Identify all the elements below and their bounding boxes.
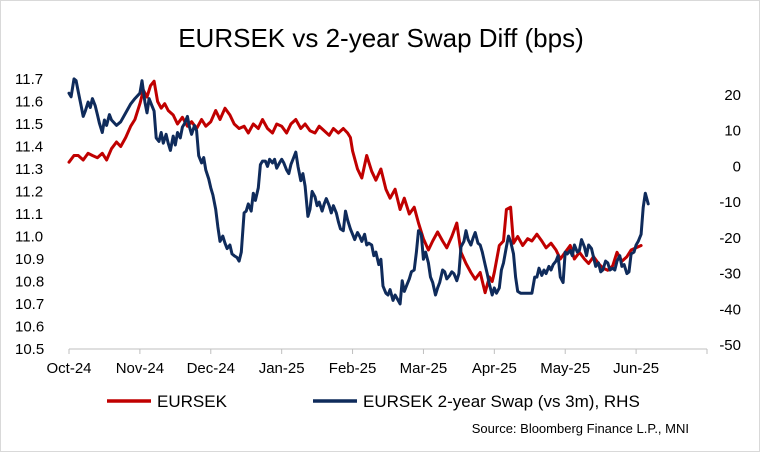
x-tick-label: Feb-25 bbox=[329, 360, 377, 377]
right-tick-label: -30 bbox=[719, 266, 741, 283]
x-tick-label: Oct-24 bbox=[46, 360, 91, 377]
x-tick-label: Jan-25 bbox=[259, 360, 305, 377]
right-tick-label: -10 bbox=[719, 194, 741, 211]
left-tick-label: 11.5 bbox=[15, 116, 43, 133]
x-axis-ticks: Oct-24 Nov-24 Dec-24 Jan-25 Feb-25 Mar-25 Apr-… bbox=[46, 349, 708, 377]
series-layer bbox=[67, 77, 650, 306]
x-tick-label: Apr-25 bbox=[472, 360, 517, 377]
right-tick-label: -50 bbox=[719, 337, 741, 354]
legend: EURSEK EURSEK 2-year Swap (vs 3m), RHS bbox=[107, 392, 640, 411]
left-tick-label: 11.6 bbox=[15, 94, 43, 111]
left-axis-ticks: 11.7 11.6 11.5 11.4 11.3 11.2 11.1 11.0 10.9 10.8… bbox=[15, 71, 44, 358]
left-tick-label: 10.9 bbox=[15, 251, 44, 268]
legend-label-eursek: EURSEK bbox=[157, 392, 228, 411]
right-tick-label: -40 bbox=[719, 301, 741, 318]
left-tick-label: 11.4 bbox=[15, 139, 43, 156]
right-axis-ticks: 20 10 0 -10 -20 -30 -40 -50 bbox=[719, 87, 741, 354]
right-tick-label: 0 bbox=[733, 158, 741, 175]
right-tick-label: 20 bbox=[724, 87, 741, 104]
right-tick-label: 10 bbox=[724, 123, 741, 140]
left-tick-label: 10.6 bbox=[15, 319, 44, 336]
x-tick-label: Mar-25 bbox=[400, 360, 448, 377]
legend-label-swap: EURSEK 2-year Swap (vs 3m), RHS bbox=[363, 392, 640, 411]
x-tick-label: Dec-24 bbox=[187, 360, 235, 377]
right-tick-label: -20 bbox=[719, 230, 741, 247]
x-tick-label: May-25 bbox=[540, 360, 590, 377]
left-tick-label: 11.0 bbox=[15, 229, 43, 246]
series-line-swap bbox=[67, 77, 650, 306]
left-tick-label: 11.2 bbox=[15, 184, 43, 201]
left-tick-label: 10.8 bbox=[15, 274, 44, 291]
left-tick-label: 10.7 bbox=[15, 296, 44, 313]
x-tick-label: Nov-24 bbox=[116, 360, 164, 377]
left-tick-label: 11.1 bbox=[15, 206, 43, 223]
source-note: Source: Bloomberg Finance L.P., MNI bbox=[472, 421, 689, 436]
series-line-eursek bbox=[67, 79, 643, 295]
left-tick-label: 10.5 bbox=[15, 341, 44, 358]
chart-title: EURSEK vs 2-year Swap Diff (bps) bbox=[178, 23, 584, 53]
x-tick-label: Jun-25 bbox=[613, 360, 659, 377]
left-tick-label: 11.7 bbox=[15, 71, 43, 88]
left-tick-label: 11.3 bbox=[15, 161, 43, 178]
